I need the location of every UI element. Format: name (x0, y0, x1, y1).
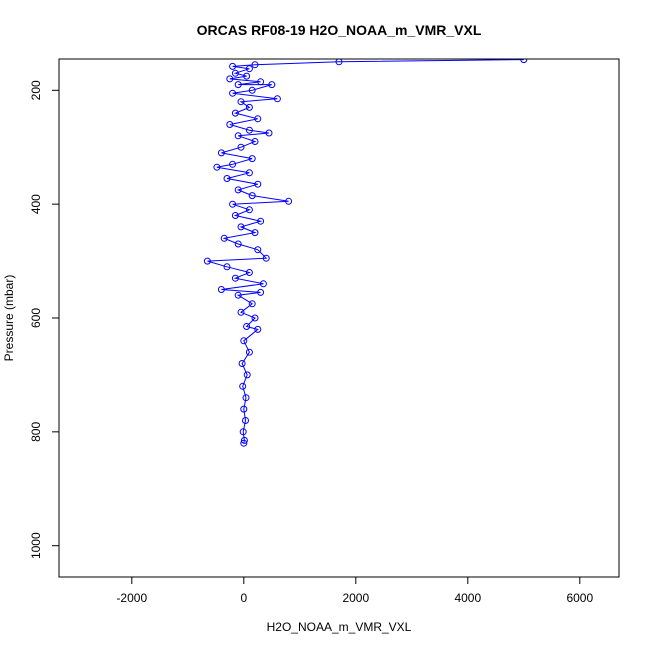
y-axis: 200 400 600 800 1000 (29, 80, 59, 559)
x-axis: -2000 0 2000 4000 6000 (116, 576, 593, 605)
data-point (262, 254, 270, 262)
data-point (242, 417, 249, 424)
data-point (245, 65, 253, 73)
y-tick-label: 800 (29, 422, 43, 442)
data-point (245, 269, 253, 276)
data-point (245, 126, 253, 134)
data-point (245, 169, 253, 177)
data-point (238, 360, 246, 367)
chart-title: ORCAS RF08-19 H2O_NOAA_m_VMR_VXL (197, 22, 482, 38)
data-point (220, 234, 228, 242)
data-point (231, 212, 239, 219)
data-point (265, 129, 273, 137)
data-point (237, 98, 245, 106)
data-point (245, 206, 253, 214)
y-axis-label: Pressure (mbar) (2, 275, 16, 362)
data-point (203, 257, 211, 265)
data-point (237, 308, 245, 316)
data-point (229, 160, 237, 168)
data-point (257, 288, 265, 296)
data-point (254, 180, 262, 188)
data-point (234, 240, 242, 248)
data-point (248, 300, 256, 308)
data-point (243, 323, 251, 330)
data-point (229, 62, 237, 70)
data-point (248, 192, 256, 200)
data-point (234, 291, 242, 299)
data-point (229, 200, 237, 208)
data-point (251, 314, 259, 322)
data-point (251, 61, 259, 69)
data-point (257, 78, 265, 86)
data-point (245, 348, 253, 356)
x-tick-label: 4000 (454, 591, 481, 605)
data-point (217, 286, 225, 293)
data-point (226, 75, 234, 83)
data-point (234, 132, 242, 140)
data-point (239, 428, 247, 436)
x-tick-label: -2000 (116, 591, 147, 605)
data-point (259, 280, 267, 288)
data-point (251, 229, 259, 237)
data-point (223, 263, 231, 271)
data-point (254, 325, 262, 333)
data-point (240, 436, 248, 444)
data-point (254, 246, 262, 254)
data-point (268, 81, 276, 89)
data-point (239, 382, 247, 390)
data-marks (203, 59, 528, 447)
data-point (243, 72, 251, 80)
data-point (248, 155, 256, 163)
x-axis-label: H2O_NOAA_m_VMR_VXL (267, 620, 412, 634)
data-point (285, 197, 293, 205)
data-point (237, 223, 245, 231)
y-tick-label: 600 (29, 308, 43, 328)
data-point (245, 103, 253, 111)
data-point (254, 115, 262, 123)
data-point (240, 439, 248, 447)
data-point (217, 149, 225, 157)
data-point (231, 274, 239, 282)
data-point (234, 81, 242, 89)
data-point (229, 89, 237, 97)
y-tick-label: 200 (29, 80, 43, 100)
data-point (520, 59, 528, 64)
data-point (242, 394, 250, 402)
x-tick-label: 2000 (342, 591, 369, 605)
data-point (223, 175, 231, 182)
data-point (240, 405, 248, 413)
data-point (248, 86, 256, 94)
data-point (213, 163, 221, 171)
y-tick-label: 400 (29, 194, 43, 214)
data-point (240, 337, 248, 345)
data-point (234, 186, 242, 194)
data-point (257, 217, 265, 225)
data-point (237, 143, 245, 151)
data-point (243, 371, 251, 379)
x-tick-label: 0 (240, 591, 247, 605)
data-point (335, 59, 343, 66)
data-point (273, 95, 281, 103)
data-point (231, 69, 239, 77)
data-point (226, 121, 234, 128)
x-tick-label: 6000 (566, 591, 593, 605)
y-tick-label: 1000 (29, 532, 43, 559)
data-point (251, 138, 259, 145)
data-point (231, 109, 239, 117)
